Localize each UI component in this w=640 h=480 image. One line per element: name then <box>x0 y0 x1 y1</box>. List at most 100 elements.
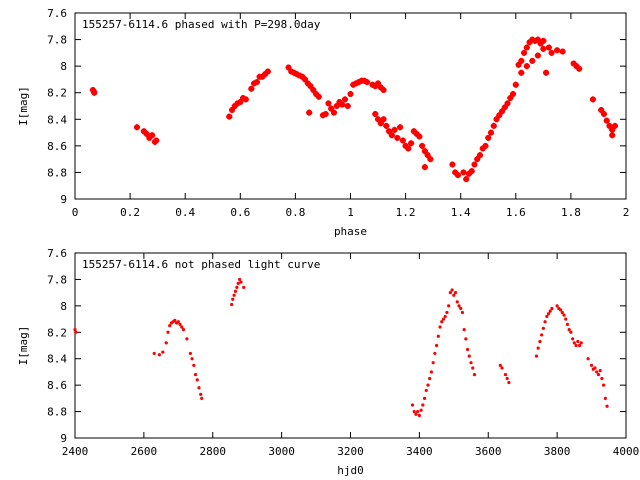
data-point <box>421 403 425 407</box>
y-tick-label: 8.6 <box>47 379 67 392</box>
data-point <box>460 310 465 315</box>
data-point <box>90 88 97 95</box>
x-tick-label: 1.4 <box>451 206 471 219</box>
data-point <box>460 169 467 176</box>
data-point <box>197 386 201 390</box>
data-point <box>543 69 550 76</box>
data-point <box>190 357 194 361</box>
x-tick-label: 1.2 <box>396 206 416 219</box>
data-point <box>306 109 313 116</box>
data-point <box>488 129 495 136</box>
data-point <box>239 280 243 284</box>
data-point <box>438 325 442 329</box>
data-point <box>500 366 504 370</box>
data-point <box>416 133 423 140</box>
data-point <box>543 320 547 324</box>
data-point <box>397 124 404 131</box>
data-point <box>571 337 575 341</box>
data-point <box>416 409 420 414</box>
data-point <box>468 168 475 175</box>
data-point <box>235 285 239 289</box>
data-point <box>434 343 439 348</box>
data-point <box>534 52 541 59</box>
data-point <box>325 100 332 107</box>
data-point <box>521 49 528 56</box>
x-tick-label: 2800 <box>200 445 227 458</box>
x-tick-label: 0 <box>72 206 79 219</box>
data-point <box>417 413 421 418</box>
data-point <box>540 333 544 337</box>
data-point <box>485 134 492 141</box>
data-point <box>589 363 594 367</box>
data-point <box>419 408 423 412</box>
data-point <box>193 372 198 377</box>
data-point <box>429 370 434 374</box>
data-point <box>405 145 412 152</box>
data-point <box>347 91 354 98</box>
data-point <box>538 339 542 344</box>
data-point <box>173 318 177 322</box>
x-axis-label: hjd0 <box>337 464 364 477</box>
data-point <box>457 304 461 308</box>
data-point <box>426 383 430 387</box>
y-tick-label: 8.2 <box>47 326 67 339</box>
x-tick-label: 3800 <box>544 445 571 458</box>
data-point <box>536 346 540 350</box>
data-point <box>200 396 204 400</box>
data-point <box>447 304 451 308</box>
data-point <box>605 404 609 408</box>
x-tick-label: 1.6 <box>506 206 526 219</box>
data-point <box>518 69 525 76</box>
data-point <box>427 156 434 163</box>
data-point <box>576 339 580 344</box>
data-point <box>176 320 180 324</box>
data-point <box>74 330 78 334</box>
y-axis-label: I[mag] <box>17 86 30 126</box>
data-point <box>586 357 590 361</box>
data-point <box>185 337 189 341</box>
data-point <box>611 122 618 129</box>
data-point <box>428 376 432 381</box>
data-point <box>498 363 502 367</box>
data-point <box>399 137 406 144</box>
data-point <box>391 126 398 133</box>
data-point <box>534 354 539 358</box>
data-point <box>424 388 428 393</box>
data-point <box>315 93 322 100</box>
x-tick-label: 2 <box>623 206 630 219</box>
x-tick-label: 3000 <box>268 445 295 458</box>
data-point <box>576 65 583 72</box>
data-point <box>152 351 156 356</box>
data-point <box>545 44 552 51</box>
data-point <box>394 134 401 141</box>
chart-title: 155257-6114.6 phased with P=298.0day <box>82 18 321 31</box>
data-point <box>540 45 547 52</box>
data-point <box>558 308 563 312</box>
data-point <box>441 317 446 321</box>
data-point <box>602 383 606 387</box>
data-point <box>565 322 570 326</box>
data-point <box>453 291 458 295</box>
data-point <box>609 132 616 139</box>
data-point <box>449 161 456 168</box>
data-point <box>450 288 454 292</box>
data-point <box>507 380 511 385</box>
x-tick-label: 1 <box>347 206 354 219</box>
data-point <box>589 96 596 103</box>
data-point <box>431 361 435 365</box>
data-point <box>410 403 415 407</box>
data-point <box>555 304 559 308</box>
data-point <box>463 176 470 183</box>
data-point <box>443 314 447 319</box>
data-point <box>560 310 564 315</box>
data-point <box>414 412 418 416</box>
y-tick-label: 9 <box>60 193 67 206</box>
data-point <box>253 79 260 86</box>
data-point <box>388 132 395 139</box>
data-point <box>464 337 468 341</box>
data-point <box>550 306 554 311</box>
data-point <box>572 341 576 345</box>
y-tick-label: 7.8 <box>47 273 67 286</box>
data-point <box>436 334 440 338</box>
